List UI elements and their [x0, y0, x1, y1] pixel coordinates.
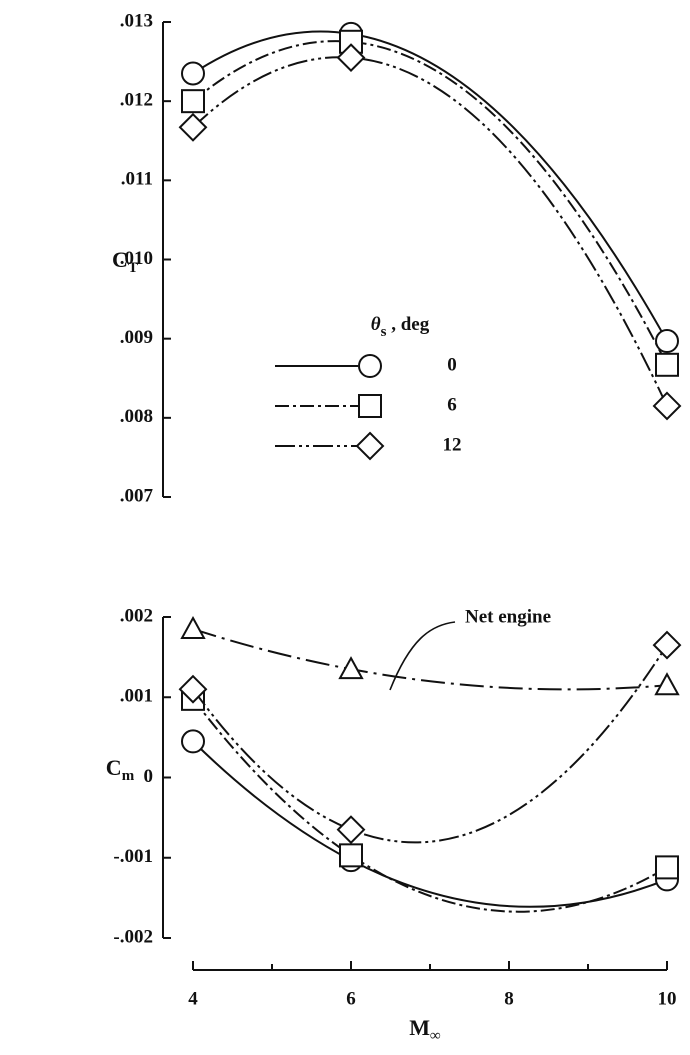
legend-label: 6	[447, 394, 457, 415]
y-axis-label-main: C	[112, 247, 128, 272]
y-tick-label: .009	[120, 327, 153, 348]
y-tick-label: -.001	[113, 846, 153, 867]
annotation: Net engine	[465, 606, 551, 627]
series-line	[192, 698, 668, 913]
series-line	[192, 628, 668, 691]
marker	[652, 391, 682, 421]
legend-title: θs , deg	[371, 314, 430, 340]
legend-title-rest: , deg	[386, 314, 429, 335]
x-axis-label-sub: ∞	[430, 1028, 441, 1044]
annotation-leader	[389, 621, 456, 691]
x-axis-label: M∞	[409, 1015, 441, 1044]
marker	[655, 329, 679, 354]
y-tick-label: .001	[120, 686, 153, 707]
x-tick-label: 4	[188, 988, 198, 1009]
y-tick-label: -.002	[113, 926, 153, 947]
x-tick-label: 8	[504, 988, 514, 1009]
y-tick-label: .012	[120, 90, 153, 111]
marker	[358, 354, 382, 378]
marker	[358, 394, 382, 418]
legend-title-main: θ	[371, 314, 381, 335]
marker	[655, 352, 679, 377]
marker	[178, 674, 208, 704]
marker	[654, 672, 680, 696]
legend-title-sub: s	[381, 324, 387, 340]
x-axis-label-main: M	[409, 1015, 430, 1040]
y-tick-label: .011	[121, 169, 153, 190]
y-tick-label: .013	[120, 10, 153, 31]
y-axis-label-sub: T	[128, 260, 138, 276]
marker	[652, 630, 682, 660]
marker	[355, 431, 385, 461]
series-line	[192, 56, 668, 407]
marker	[178, 112, 208, 142]
marker	[336, 815, 366, 845]
y-tick-label: 0	[144, 766, 154, 787]
y-axis-label: Cm	[106, 755, 135, 784]
y-axis-label: CT	[112, 247, 138, 276]
series-line	[192, 30, 668, 342]
y-tick-label: .002	[120, 605, 153, 626]
marker	[181, 89, 205, 114]
marker	[180, 615, 206, 640]
marker	[339, 843, 363, 868]
series-line	[192, 740, 668, 908]
y-tick-label: .008	[120, 406, 153, 427]
series-line	[192, 40, 668, 366]
series-line	[192, 644, 668, 844]
marker	[336, 43, 366, 73]
x-tick-label: 6	[346, 988, 356, 1009]
y-tick-label: .007	[120, 485, 154, 506]
x-tick-label: 10	[658, 988, 677, 1009]
y-axis-label-sub: m	[122, 768, 135, 784]
marker	[338, 656, 364, 680]
marker	[181, 61, 205, 86]
legend-label: 0	[447, 354, 457, 375]
marker	[655, 855, 679, 880]
y-axis-label-main: C	[106, 755, 122, 780]
marker	[181, 729, 205, 754]
y-tick-label: .010	[120, 248, 153, 269]
legend-label: 12	[443, 434, 462, 455]
